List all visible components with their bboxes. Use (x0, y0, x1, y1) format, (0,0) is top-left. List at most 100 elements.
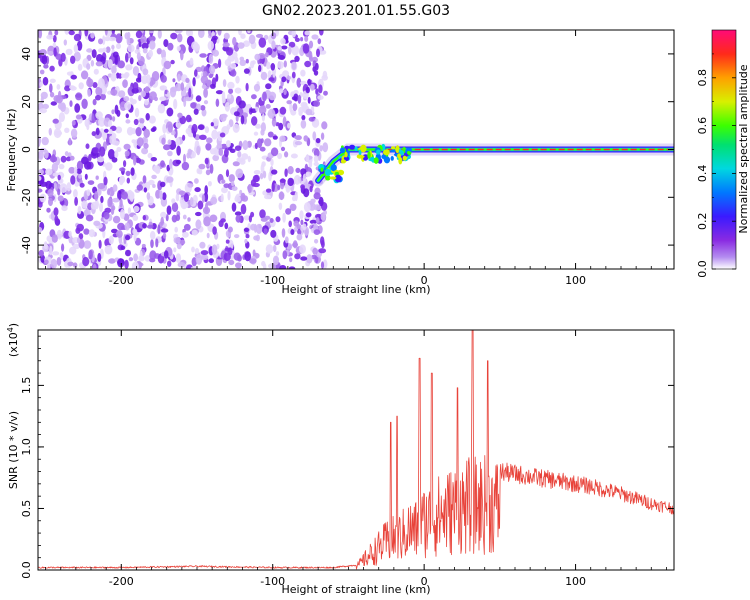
noise-speck (207, 40, 214, 51)
signal-blob (398, 148, 402, 154)
noise-speck (289, 102, 293, 113)
noise-speck (244, 251, 252, 262)
noise-speck (291, 45, 300, 56)
noise-speck (308, 40, 314, 49)
snr-x-label: Height of straight line (km) (281, 583, 430, 596)
noise-speck (117, 190, 122, 201)
noise-speck (218, 147, 224, 156)
noise-speck (246, 103, 252, 109)
x-tick-label: -100 (260, 274, 285, 287)
noise-speck (299, 210, 304, 220)
noise-speck (127, 44, 135, 53)
noise-speck (302, 223, 307, 231)
noise-speck (310, 198, 316, 204)
noise-speck (177, 112, 183, 119)
noise-speck (123, 143, 131, 150)
noise-speck (259, 209, 266, 219)
noise-speck (104, 244, 113, 255)
noise-speck (234, 87, 242, 94)
noise-speck (150, 239, 154, 249)
noise-speck (221, 179, 226, 184)
noise-speck (53, 128, 62, 139)
noise-speck (161, 49, 166, 60)
noise-speck (110, 89, 118, 96)
noise-speck (224, 102, 230, 112)
noise-speck (52, 172, 60, 177)
noise-speck (107, 119, 113, 128)
noise-speck (147, 152, 153, 159)
signal-blob (398, 157, 403, 165)
snr-x-ticks: -200 -100 0 100 (45, 330, 667, 588)
x-tick-label: -200 (109, 274, 134, 287)
noise-speck (235, 214, 242, 223)
noise-speck (215, 73, 219, 82)
noise-speck (66, 182, 72, 192)
noise-speck (132, 82, 139, 91)
noise-speck (90, 201, 98, 210)
noise-speck (182, 214, 187, 220)
noise-speck (66, 71, 73, 76)
noise-speck (244, 239, 248, 244)
noise-speck (322, 142, 329, 153)
noise-speck (272, 135, 278, 140)
noise-speck (57, 188, 61, 196)
noise-speck (68, 166, 76, 174)
noise-speck (215, 90, 224, 95)
noise-speck (297, 94, 302, 104)
noise-speck (148, 179, 155, 186)
noise-speck (212, 154, 220, 162)
noise-speck (126, 36, 131, 46)
noise-speck (121, 191, 128, 200)
noise-speck (262, 91, 267, 102)
noise-speck (274, 107, 279, 114)
noise-speck (83, 228, 90, 235)
noise-speck (187, 183, 194, 188)
noise-speck (185, 114, 192, 123)
noise-speck (235, 262, 242, 269)
noise-speck (294, 141, 303, 146)
noise-speck (221, 91, 226, 102)
noise-speck (179, 115, 187, 125)
noise-speck (167, 123, 173, 133)
noise-speck (127, 52, 132, 59)
noise-speck (132, 214, 139, 221)
noise-speck (86, 122, 90, 131)
noise-speck (143, 187, 148, 193)
noise-speck (68, 230, 72, 238)
noise-speck (185, 30, 191, 36)
noise-speck (240, 115, 245, 125)
noise-speck (194, 178, 199, 184)
noise-speck (160, 160, 165, 168)
noise-speck (223, 32, 230, 40)
noise-speck (40, 96, 44, 104)
noise-speck (187, 217, 191, 222)
noise-speck (290, 229, 295, 235)
noise-speck (191, 229, 198, 236)
noise-speck (306, 254, 313, 264)
noise-speck (41, 243, 49, 253)
noise-speck (243, 68, 250, 74)
noise-speck (294, 253, 301, 260)
noise-speck (88, 229, 95, 238)
noise-speck (107, 59, 113, 69)
noise-speck (114, 54, 118, 66)
noise-speck (140, 35, 147, 44)
noise-speck (125, 52, 129, 63)
noise-speck (133, 232, 137, 242)
noise-speck (307, 78, 312, 86)
noise-speck (185, 77, 190, 83)
noise-speck (315, 88, 319, 95)
noise-speck (240, 203, 247, 215)
noise-speck (38, 169, 44, 175)
noise-speck (322, 70, 328, 79)
noise-speck (210, 122, 214, 127)
noise-speck (231, 186, 238, 192)
noise-speck (220, 143, 229, 150)
noise-speck (86, 78, 94, 88)
noise-speck (220, 193, 224, 203)
noise-speck (204, 202, 209, 213)
noise-speck (258, 64, 262, 72)
noise-speck (313, 229, 321, 236)
noise-speck (193, 108, 199, 115)
noise-speck (226, 47, 234, 56)
